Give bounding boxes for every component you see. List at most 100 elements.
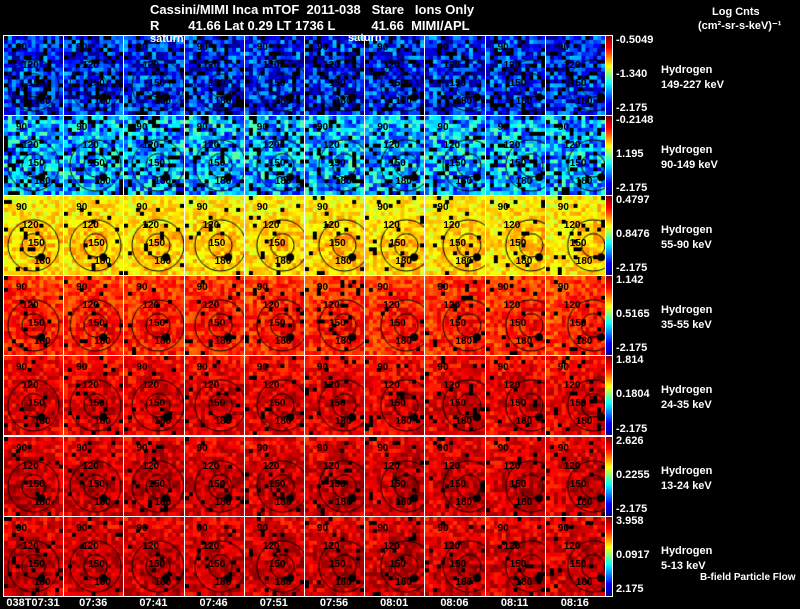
contour-label: 90	[16, 522, 28, 534]
colorbar-value-max: -0.5049	[616, 34, 654, 46]
contour-label: 120	[262, 140, 280, 152]
contour-label: 90	[196, 202, 208, 214]
pixel-map-panel: 90 120 150 180	[3, 275, 65, 357]
pixel-map-panel: 90 120 150 180	[123, 195, 185, 277]
contour-label: 150	[509, 158, 527, 170]
contour-label: 180	[154, 576, 172, 588]
contour-label: 90	[557, 522, 569, 534]
pixel-map-canvas	[4, 356, 64, 436]
contour-label: 120	[563, 380, 581, 392]
contour-label: 180	[395, 96, 412, 107]
contour-label: 90	[557, 362, 569, 374]
pixel-map-canvas	[184, 356, 244, 436]
contour-label: 150	[389, 158, 406, 170]
pixel-map-panel: 90 120 150 180	[183, 275, 245, 357]
contour-label: 150	[509, 398, 527, 410]
colorbar-value-mid: -1.340	[616, 68, 648, 81]
contour-label: 150	[28, 238, 45, 250]
pixel-map-panel: 90 120 150 180	[544, 275, 606, 357]
contour-label: 180	[154, 96, 172, 107]
pixel-map-canvas	[485, 516, 545, 596]
pixel-map-canvas	[305, 36, 365, 116]
contour-label: 150	[268, 158, 286, 170]
contour-label: 90	[16, 122, 28, 134]
contour-label: 120	[262, 380, 280, 392]
contour-label: 150	[389, 318, 406, 330]
pixel-map-panel: 90 120 150 180	[364, 35, 426, 117]
row-label: Hydrogen 24-35 keV	[661, 383, 712, 413]
contour-label: 120	[82, 300, 99, 312]
pixel-map-canvas	[485, 116, 545, 196]
contour-label: 150	[569, 478, 587, 490]
pixel-map-canvas	[545, 356, 605, 436]
contour-label: 180	[34, 336, 51, 348]
pixel-map-panel: 90 120 150 180	[123, 35, 185, 117]
pixel-map-panel: 90 120 150 180	[484, 515, 546, 597]
contour-label: 120	[503, 540, 521, 552]
contour-label: 180	[94, 256, 111, 268]
contour-label: 180	[575, 496, 593, 508]
contour-label: 90	[317, 362, 329, 374]
contour-label: 150	[148, 318, 166, 330]
pixel-map-panel: 90 120 150 180	[304, 435, 366, 517]
contour-label: 120	[503, 60, 521, 71]
pixel-map-canvas	[305, 436, 365, 516]
contour-label: 120	[323, 540, 340, 552]
contour-label: 150	[268, 78, 286, 89]
contour-label: 120	[202, 380, 220, 392]
contour-label: 90	[136, 42, 148, 53]
contour-label: 120	[142, 60, 160, 71]
contour-label: 150	[329, 158, 346, 170]
contour-label: 90	[256, 282, 268, 294]
contour-label: 90	[196, 282, 208, 294]
colorbar-value-min: -2.175	[616, 502, 648, 515]
pixel-map-panel: 90 120 150 180	[424, 435, 486, 517]
time-tick-label: 08:16	[560, 597, 589, 609]
contour-label: 120	[323, 460, 340, 472]
contour-label: 90	[256, 362, 268, 374]
contour-label: 150	[28, 78, 45, 89]
colorbar-value-min: -2.175	[616, 342, 648, 355]
contour-label: 120	[443, 60, 461, 71]
contour-label: 90	[196, 122, 208, 134]
contour-label: 150	[449, 318, 467, 330]
contour-label: 120	[443, 220, 461, 232]
pixel-map-canvas	[184, 116, 244, 196]
contour-label: 180	[335, 96, 352, 107]
contour-label: 150	[449, 158, 467, 170]
pixel-map-panel: 90 120 150 180	[484, 275, 546, 357]
row-label: Hydrogen 13-24 keV	[661, 464, 712, 494]
pixel-map-panel: 90 120 150 180	[304, 275, 366, 357]
contour-label: 150	[28, 558, 45, 570]
contour-label: 150	[389, 558, 406, 570]
contour-label: 180	[154, 496, 172, 508]
contour-label: 150	[148, 558, 166, 570]
contour-label: 180	[395, 336, 412, 348]
pixel-map-canvas	[4, 276, 64, 356]
contour-label: 150	[28, 398, 45, 410]
pixel-map-canvas	[244, 36, 304, 116]
contour-label: 180	[214, 176, 232, 188]
contour-label: 90	[377, 122, 389, 134]
contour-label: 120	[323, 380, 340, 392]
time-tick-label: 07:46	[199, 597, 228, 609]
pixel-map-panel: 90 120 150 180	[3, 195, 65, 277]
pixel-map-panel: 90 120 150 180	[424, 115, 486, 197]
pixel-map-panel: 90 120 150 180	[183, 435, 245, 517]
contour-label: 90	[256, 202, 268, 214]
pixel-map-panel: 90 120 150 180	[364, 275, 426, 357]
contour-label: 90	[497, 42, 509, 53]
contour-label: 120	[202, 140, 220, 152]
pixel-map-panel: 90 120 150 180	[484, 115, 546, 197]
colorbar-value-mid: 0.1804	[616, 388, 650, 401]
contour-label: 90	[16, 42, 28, 53]
pixel-map-panel: 90 120 150 180	[544, 515, 606, 597]
contour-label: 180	[575, 416, 593, 428]
pixel-map-canvas	[485, 436, 545, 516]
colorbar-value-mid: 0.0917	[616, 548, 650, 561]
pixel-map-canvas	[64, 356, 124, 436]
pixel-map-panel: 90 120 150 180	[544, 35, 606, 117]
contour-label: 180	[455, 336, 473, 348]
contour-label: 90	[377, 522, 389, 534]
contour-label: 180	[575, 576, 593, 588]
